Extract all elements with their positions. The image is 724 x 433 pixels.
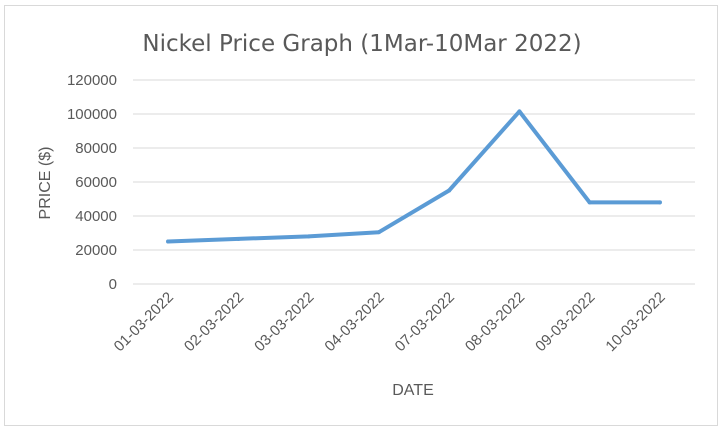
data-point bbox=[306, 234, 311, 239]
data-point bbox=[166, 239, 171, 244]
y-axis-label: PRICE ($) bbox=[37, 147, 54, 220]
x-tick-label: 02-03-2022 bbox=[181, 289, 247, 355]
data-point bbox=[517, 109, 522, 114]
y-tick-label: 80000 bbox=[75, 140, 117, 157]
x-tick-label: 01-03-2022 bbox=[111, 289, 177, 355]
x-tick-label: 10-03-2022 bbox=[602, 289, 668, 355]
x-tick-label: 09-03-2022 bbox=[532, 289, 598, 355]
y-tick-labels: 0 20000 40000 60000 80000 100000 120000 bbox=[67, 72, 117, 293]
x-tick-labels: 01-03-2022 02-03-2022 03-03-2022 04-03-2022… bbox=[111, 289, 669, 355]
series-line bbox=[166, 109, 662, 244]
x-tick-label: 07-03-2022 bbox=[392, 289, 458, 355]
data-point bbox=[447, 188, 452, 193]
y-tick-label: 100000 bbox=[67, 106, 117, 123]
data-point bbox=[376, 230, 381, 235]
x-tick-label: 08-03-2022 bbox=[462, 289, 528, 355]
chart-title: Nickel Price Graph (1Mar-10Mar 2022) bbox=[142, 31, 581, 57]
data-point bbox=[657, 200, 662, 205]
y-tick-label: 0 bbox=[109, 276, 117, 293]
data-point bbox=[236, 236, 241, 241]
x-tick-label: 03-03-2022 bbox=[251, 289, 317, 355]
gridlines bbox=[133, 79, 695, 285]
x-axis-label: DATE bbox=[392, 382, 433, 399]
data-point bbox=[587, 200, 592, 205]
y-tick-label: 60000 bbox=[75, 174, 117, 191]
series-layer bbox=[166, 109, 662, 244]
x-tick-label: 04-03-2022 bbox=[321, 289, 387, 355]
y-tick-label: 20000 bbox=[75, 242, 117, 259]
y-tick-label: 40000 bbox=[75, 208, 117, 225]
y-tick-label: 120000 bbox=[67, 72, 117, 89]
